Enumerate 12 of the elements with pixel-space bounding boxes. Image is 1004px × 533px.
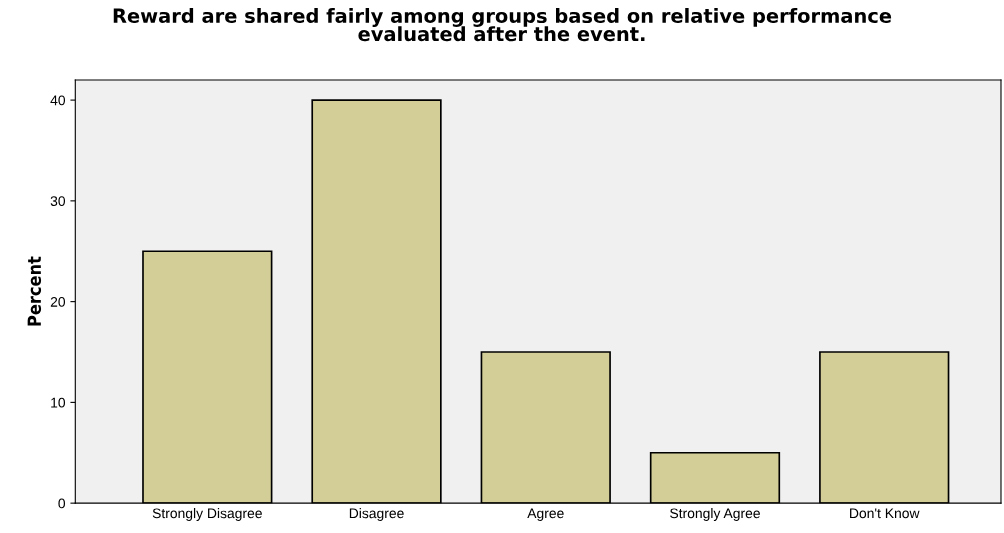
chart-title: Reward are shared fairly among groups based on relative performance evaluated after the event. bbox=[113, 7, 892, 42]
x-tick-label: Agree bbox=[527, 508, 564, 521]
y-tick-label: 30 bbox=[50, 196, 66, 207]
x-tick-label: Disagree bbox=[349, 508, 404, 521]
y-tick-label: 40 bbox=[50, 95, 66, 106]
y-tick-label: 10 bbox=[51, 397, 66, 408]
x-tick-label: Don't Know bbox=[850, 508, 920, 519]
x-tick-label: Strongly Agree bbox=[670, 508, 760, 521]
x-tick-label: Strongly Disagree bbox=[152, 508, 262, 521]
y-tick-label: 0 bbox=[58, 498, 66, 509]
y-axis-title: Percent bbox=[27, 256, 42, 326]
y-tick-label: 20 bbox=[50, 296, 66, 307]
